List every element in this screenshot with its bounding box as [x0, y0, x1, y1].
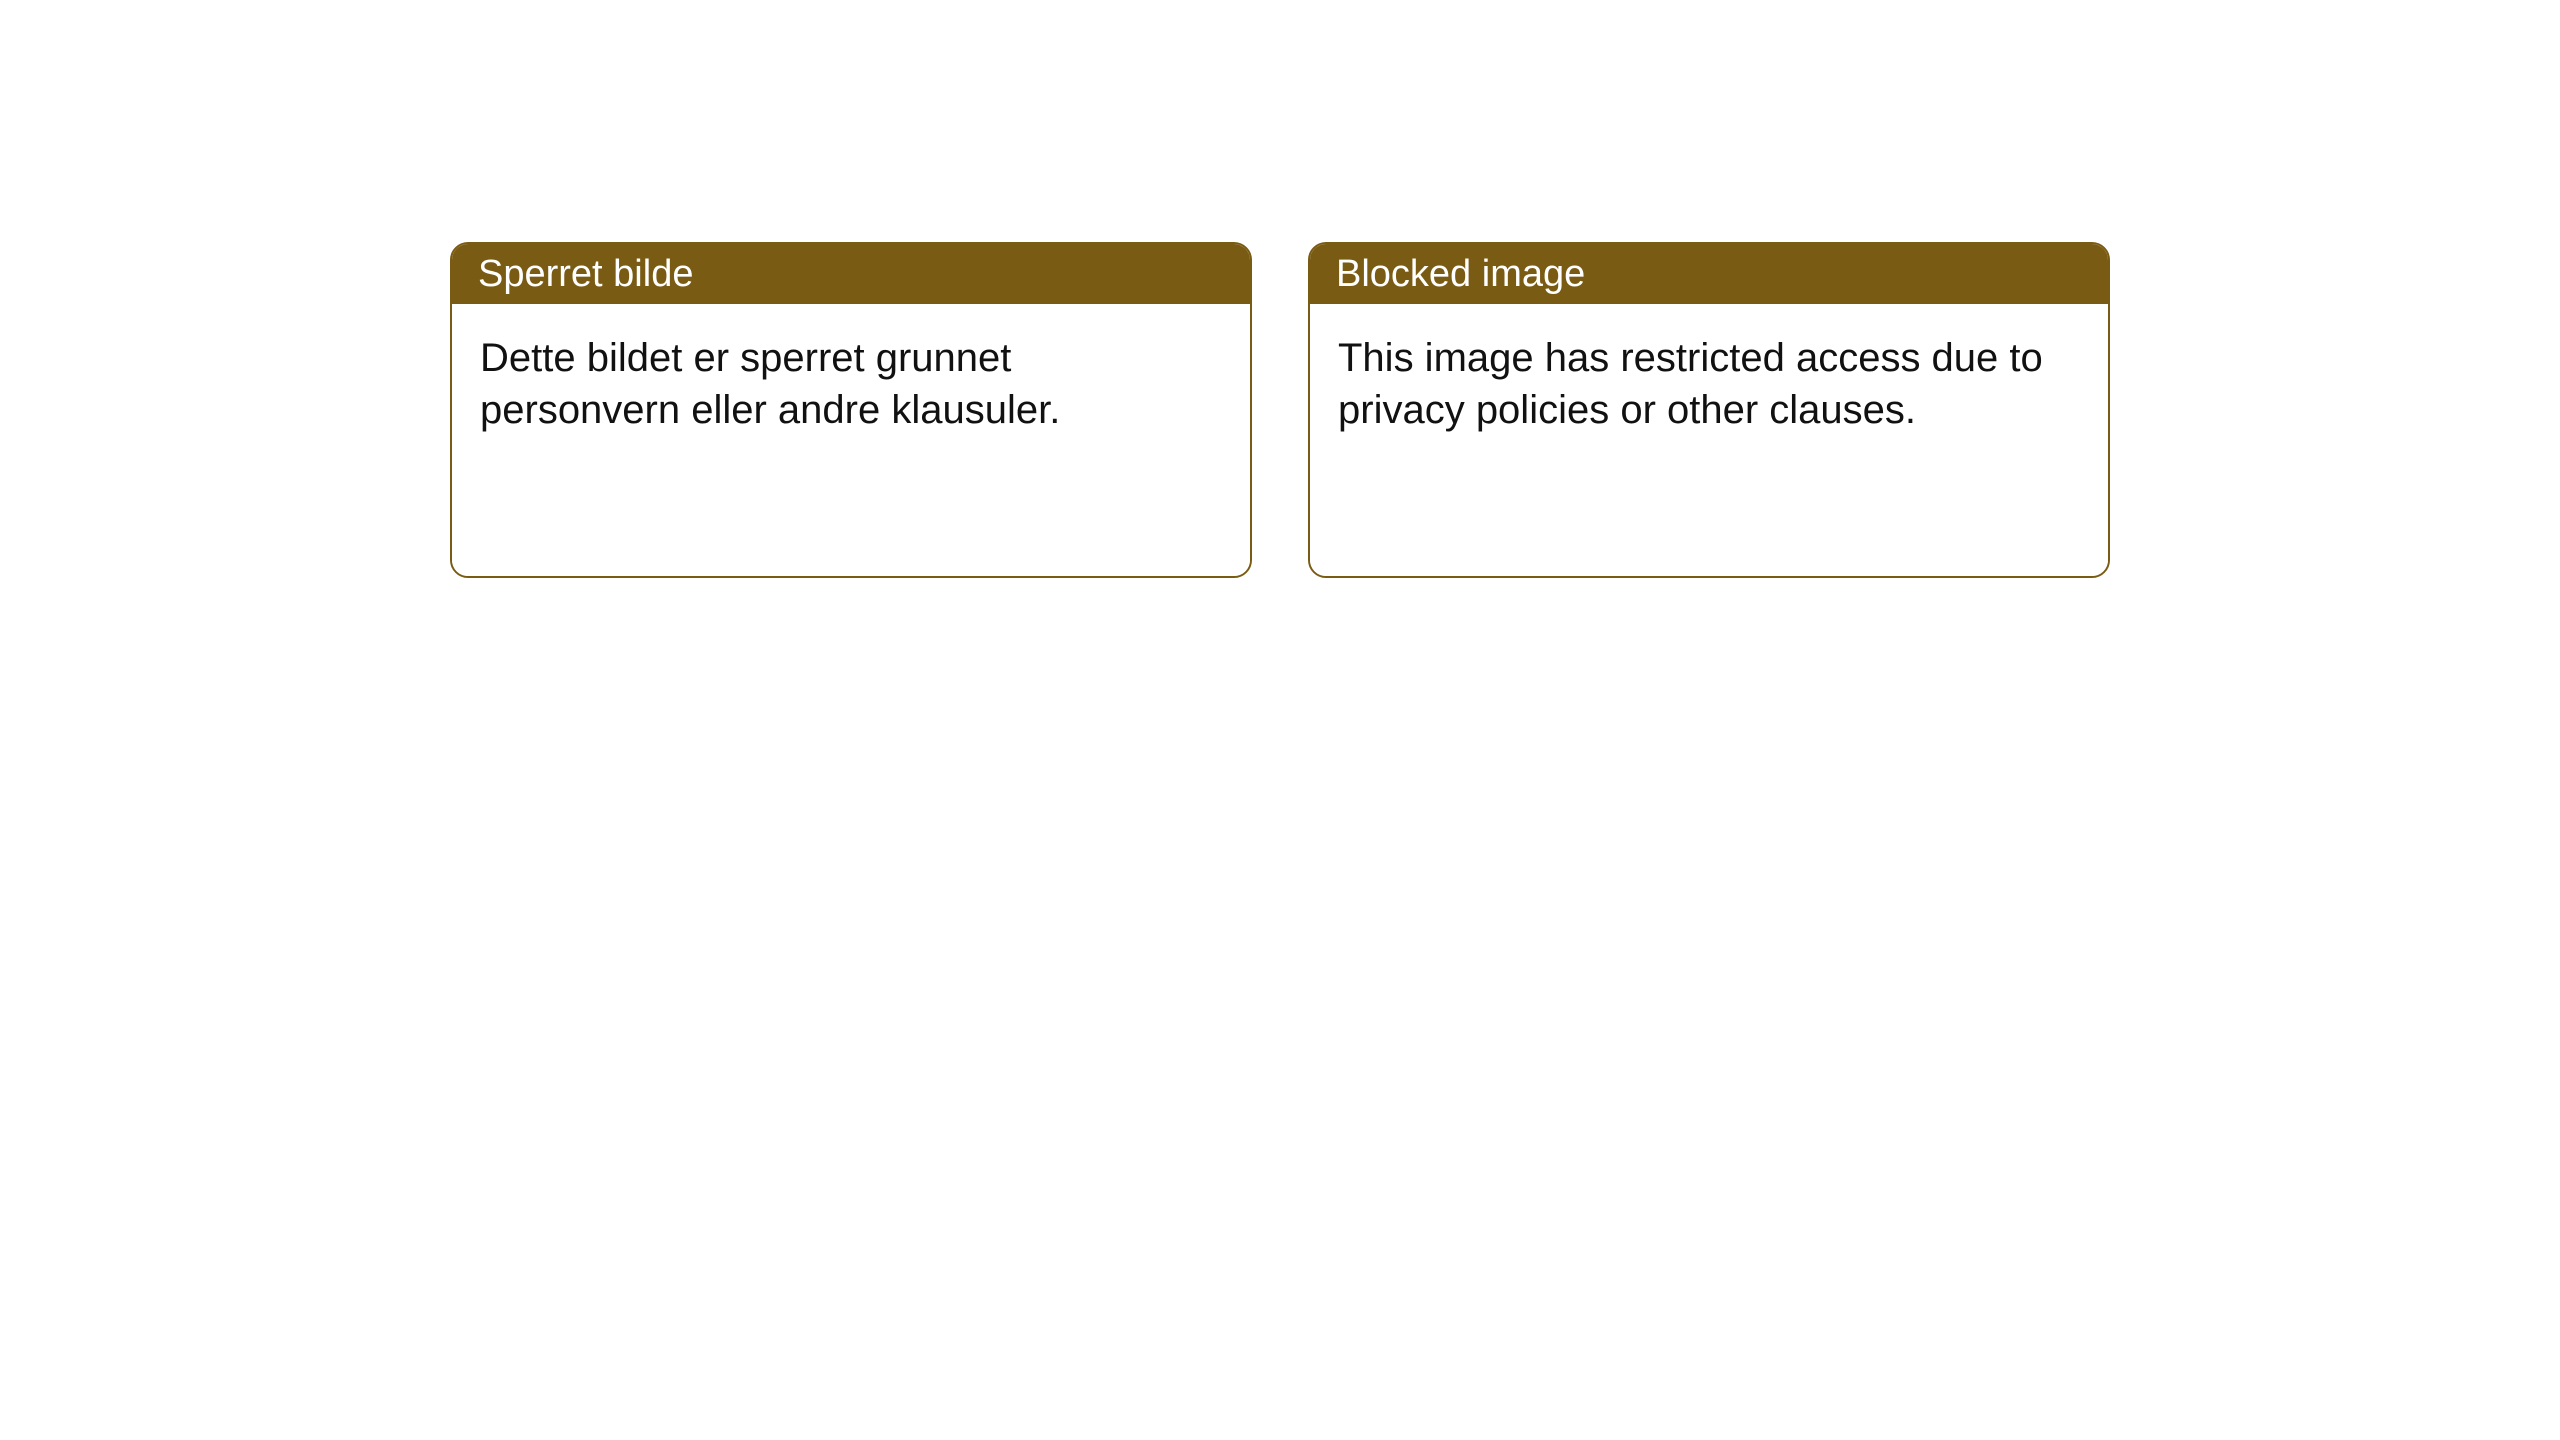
card-body-no: Dette bildet er sperret grunnet personve…: [452, 304, 1250, 576]
blocked-image-card-en: Blocked image This image has restricted …: [1308, 242, 2110, 578]
notice-cards-container: Sperret bilde Dette bildet er sperret gr…: [0, 0, 2560, 578]
card-header-no: Sperret bilde: [452, 244, 1250, 304]
blocked-image-card-no: Sperret bilde Dette bildet er sperret gr…: [450, 242, 1252, 578]
card-body-en: This image has restricted access due to …: [1310, 304, 2108, 576]
card-header-en: Blocked image: [1310, 244, 2108, 304]
